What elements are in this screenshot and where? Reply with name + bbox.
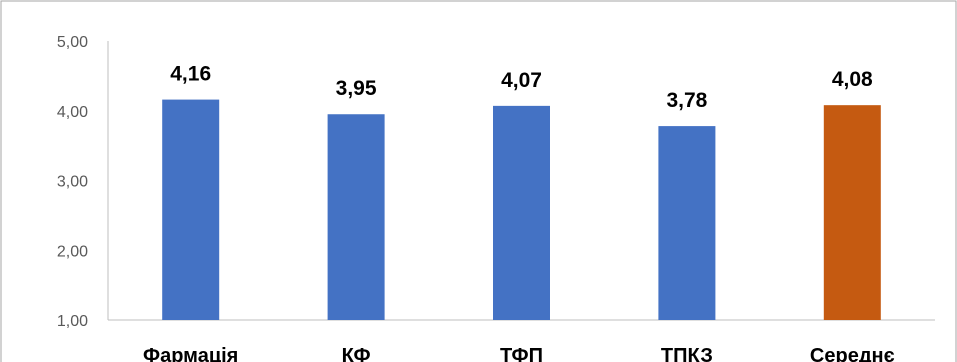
bar-2: [327, 114, 385, 320]
y-axis-ticks: 1,00 2,00 3,00 4,00 5,00: [57, 34, 88, 330]
category-label: ТФП: [500, 345, 543, 362]
bar-4: [658, 126, 716, 320]
y-tick-label: 3,00: [57, 174, 88, 191]
bar-5: [823, 105, 881, 320]
data-label: 4,08: [832, 68, 873, 91]
bar-1: [162, 99, 220, 320]
category-label: Фармація: [143, 345, 238, 362]
y-tick-label: 4,00: [57, 104, 88, 121]
category-label: Середнє: [810, 345, 895, 362]
bar-3: [493, 105, 550, 321]
data-label: 4,07: [501, 69, 542, 92]
y-tick-label: 1,00: [57, 313, 88, 330]
category-label: КФ: [342, 345, 371, 362]
category-label: ТПКЗ: [661, 345, 713, 362]
data-label: 3,95: [336, 77, 377, 100]
data-labels: 4,16 3,95 4,07 3,78 4,08: [170, 63, 873, 113]
category-labels: Фармація КФ ТФП ТПКЗ Середнє: [143, 345, 895, 362]
y-tick-label: 5,00: [57, 34, 88, 51]
data-label: 4,16: [170, 63, 211, 86]
data-label: 3,78: [666, 89, 707, 112]
bars: [162, 99, 881, 321]
y-tick-label: 2,00: [57, 243, 88, 260]
